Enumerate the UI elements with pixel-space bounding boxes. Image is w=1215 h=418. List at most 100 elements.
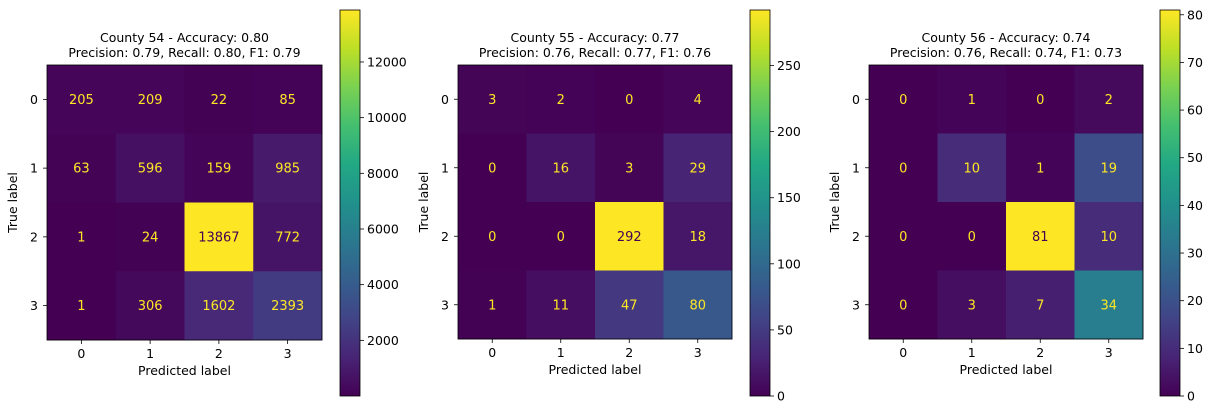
cell-value-label: 306	[138, 299, 163, 314]
y-tick-label: 1	[852, 160, 860, 175]
heatmap-cell	[663, 202, 733, 271]
colorbar-gradient	[1159, 9, 1181, 397]
y-tick-label: 2	[30, 229, 38, 244]
cell-value-label: 0	[899, 161, 907, 176]
heatmap-cell	[595, 202, 664, 271]
cell-value-label: 292	[617, 230, 642, 245]
cell-value-label: 1	[77, 299, 85, 314]
cell-value-label: 47	[621, 298, 638, 313]
cell-value-label: 16	[552, 161, 569, 176]
heatmap-cell	[1074, 133, 1144, 203]
heatmap-cell	[253, 133, 323, 203]
heatmap-cell	[115, 65, 185, 135]
y-tick-label: 2	[441, 229, 449, 244]
heatmap-cell	[184, 133, 254, 203]
x-tick-label: 0	[899, 345, 907, 360]
colorbar-tick-label: 4000	[367, 277, 399, 292]
cell-value-label: 63	[73, 162, 90, 177]
x-tick-label: 0	[488, 345, 496, 360]
heatmap-cell	[1074, 202, 1144, 271]
y-tick-label: 0	[852, 92, 860, 107]
y-tick-label: 1	[30, 161, 38, 176]
x-tick-label: 2	[625, 345, 633, 360]
cell-value-label: 1602	[202, 299, 235, 314]
heatmap-cell	[458, 202, 527, 271]
cell-value-label: 10	[1100, 230, 1117, 245]
plot-frame	[868, 64, 1144, 340]
cell-value-label: 0	[625, 93, 633, 108]
heatmap-cell	[115, 271, 185, 341]
chart-title: County 55 - Accuracy: 0.77	[510, 30, 679, 45]
heatmap-cell	[115, 133, 185, 203]
cell-value-label: 0	[557, 230, 565, 245]
cell-value-label: 3	[488, 93, 496, 108]
x-tick-label: 1	[146, 346, 154, 361]
x-tick-label: 1	[557, 345, 565, 360]
colorbar-tick-label: 10	[1187, 341, 1203, 356]
y-tick-label: 3	[852, 297, 860, 312]
cell-value-label: 772	[275, 230, 300, 245]
chart-subtitle: Precision: 0.76, Recall: 0.74, F1: 0.73	[890, 45, 1122, 60]
colorbar-tick-label: 100	[777, 256, 801, 271]
heatmap-cell	[458, 65, 527, 134]
colorbar-gradient	[339, 9, 361, 397]
heatmap-cell	[595, 270, 664, 340]
cell-value-label: 1	[1036, 161, 1044, 176]
colorbar-tick-label: 50	[1187, 150, 1203, 165]
cell-value-label: 159	[206, 162, 231, 177]
y-tick-label: 3	[441, 297, 449, 312]
colorbar-tick-label: 0	[1187, 389, 1195, 404]
heatmap-cell	[663, 270, 733, 340]
heatmap-cell	[1006, 202, 1075, 271]
plot-frame	[457, 64, 733, 340]
colorbar-tick-label: 60	[1187, 103, 1203, 118]
heatmap-cell	[869, 270, 938, 340]
x-axis-label: Predicted label	[960, 362, 1053, 377]
heatmap-cell	[526, 65, 596, 134]
colorbar-tick-label: 30	[1187, 246, 1203, 261]
cell-value-label: 2	[1105, 93, 1113, 108]
cell-value-label: 4	[694, 93, 702, 108]
heatmap-cell	[663, 133, 733, 203]
x-axis-label: Predicted label	[549, 362, 642, 377]
y-tick-label: 3	[30, 298, 38, 313]
heatmap-cell	[47, 271, 117, 341]
heatmap-cell	[526, 270, 596, 340]
heatmap-cell	[1074, 65, 1144, 134]
y-tick-label: 2	[852, 229, 860, 244]
x-tick-label: 1	[968, 345, 976, 360]
heatmap-cell	[663, 65, 733, 134]
y-axis-label: True label	[5, 172, 20, 234]
y-tick-label: 1	[441, 160, 449, 175]
heatmap-cell	[184, 202, 254, 272]
colorbar-tick-label: 8000	[367, 166, 399, 181]
x-axis-label: Predicted label	[138, 363, 231, 378]
cell-value-label: 81	[1032, 230, 1049, 245]
cell-value-label: 2393	[271, 299, 304, 314]
cell-value-label: 3	[968, 298, 976, 313]
x-tick-label: 3	[1105, 345, 1113, 360]
heatmap-cell	[47, 202, 117, 272]
plot-frame	[46, 64, 323, 341]
colorbar-tick-label: 12000	[367, 54, 407, 69]
heatmap-cell	[595, 133, 664, 203]
colorbar-tick-label: 200	[777, 124, 801, 139]
colorbar-tick-label: 0	[777, 389, 785, 404]
y-tick-label: 0	[441, 92, 449, 107]
x-tick-label: 3	[284, 346, 292, 361]
colorbar: 2000 4000 6000 8000 10000 12000	[339, 9, 407, 397]
cell-value-label: 3	[625, 161, 633, 176]
cell-value-label: 22	[211, 93, 228, 108]
cell-value-label: 209	[138, 93, 163, 108]
y-axis-label: True label	[416, 172, 431, 234]
cell-value-label: 7	[1036, 298, 1044, 313]
cell-value-label: 2	[557, 93, 565, 108]
heatmap-cell	[458, 133, 527, 203]
heatmap-cell	[1074, 270, 1144, 340]
colorbar-gradient	[749, 9, 771, 397]
chart-subtitle: Precision: 0.76, Recall: 0.77, F1: 0.76	[479, 45, 711, 60]
colorbar-tick-label: 250	[777, 58, 801, 73]
heatmap-cell	[595, 65, 664, 134]
chart-title: County 56 - Accuracy: 0.74	[921, 30, 1090, 45]
